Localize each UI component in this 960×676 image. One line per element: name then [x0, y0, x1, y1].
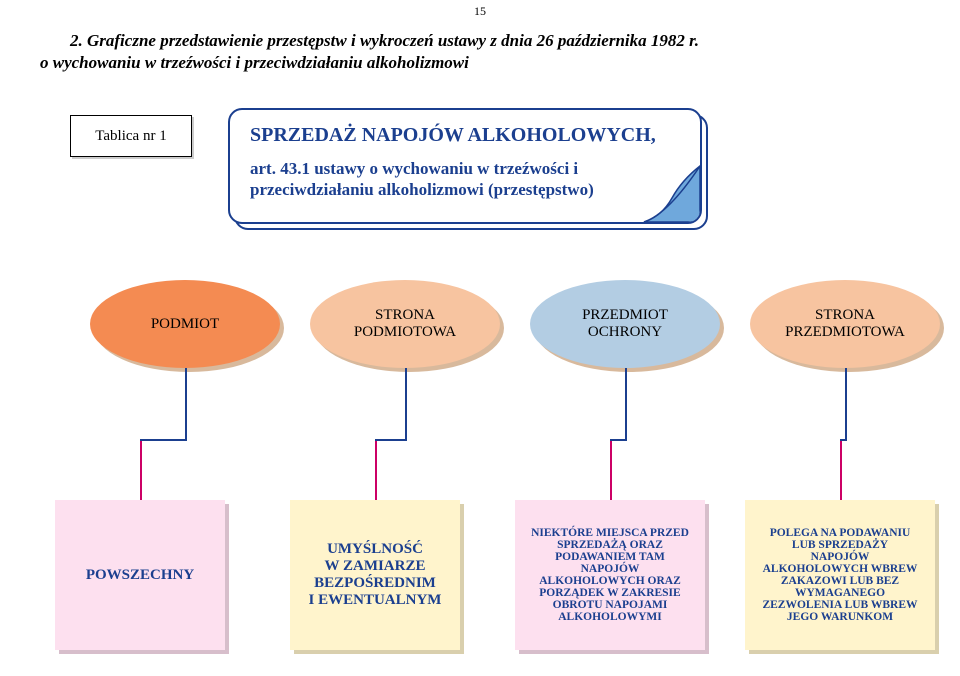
- oval-1: STRONAPODMIOTOWA: [310, 280, 500, 368]
- connector-top-2: [625, 368, 627, 440]
- connector-bottom-2: [610, 440, 612, 500]
- connector-bottom-1: [375, 440, 377, 500]
- table-label: Tablica nr 1: [70, 115, 192, 157]
- title-box-sub: art. 43.1 ustawy o wychowaniu w trzeźwoś…: [250, 158, 670, 201]
- connector-jog-2: [610, 439, 627, 441]
- connector-jog-0: [140, 439, 187, 441]
- page-number: 15: [474, 4, 486, 19]
- connector-top-0: [185, 368, 187, 440]
- oval-3: STRONAPRZEDMIOTOWA: [750, 280, 940, 368]
- connector-jog-3: [840, 439, 847, 441]
- page: 15 2. Graficzne przedstawienie przestęps…: [0, 0, 960, 676]
- connector-jog-1: [375, 439, 407, 441]
- oval-0: PODMIOT: [90, 280, 280, 368]
- rect-3: POLEGA NA PODAWANIULUB SPRZEDAŻYNAPOJÓWA…: [745, 500, 935, 650]
- oval-2: PRZEDMIOTOCHRONY: [530, 280, 720, 368]
- title-box-front: SPRZEDAŻ NAPOJÓW ALKOHOLOWYCH, art. 43.1…: [228, 108, 702, 224]
- heading-line1: 2. Graficzne przedstawienie przestępstw …: [70, 30, 890, 52]
- connector-bottom-0: [140, 440, 142, 500]
- rect-1: UMYŚLNOŚĆW ZAMIARZEBEZPOŚREDNIMI EWENTUA…: [290, 500, 460, 650]
- rect-0: POWSZECHNY: [55, 500, 225, 650]
- heading-line2: o wychowaniu w trzeźwości i przeciwdział…: [40, 52, 890, 74]
- rect-2: NIEKTÓRE MIEJSCA PRZEDSPRZEDAŻĄ ORAZPODA…: [515, 500, 705, 650]
- connector-top-1: [405, 368, 407, 440]
- heading: 2. Graficzne przedstawienie przestępstw …: [70, 30, 890, 74]
- title-box-title: SPRZEDAŻ NAPOJÓW ALKOHOLOWYCH,: [250, 124, 656, 147]
- connector-top-3: [845, 368, 847, 440]
- page-curl-icon: [644, 166, 700, 222]
- title-box: SPRZEDAŻ NAPOJÓW ALKOHOLOWYCH, art. 43.1…: [228, 108, 698, 220]
- connector-bottom-3: [840, 440, 842, 500]
